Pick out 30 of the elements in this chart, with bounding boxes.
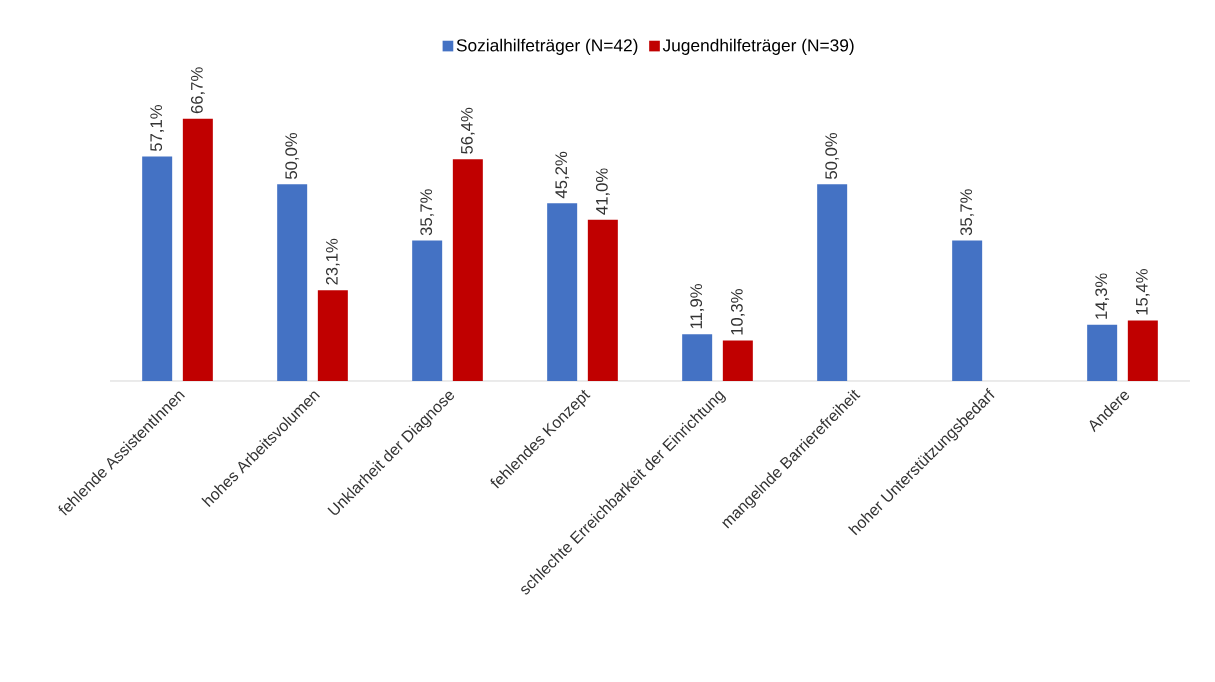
bar xyxy=(142,156,173,381)
legend-label: Sozialhilfeträger (N=42) xyxy=(456,38,638,55)
bar xyxy=(952,240,983,381)
bar xyxy=(682,334,713,381)
data-label: 50,0% xyxy=(285,133,300,179)
data-label: 10,3% xyxy=(730,289,745,335)
bar xyxy=(547,203,578,381)
bar xyxy=(722,340,753,381)
data-label: 45,2% xyxy=(555,151,570,199)
data-label: 11,9% xyxy=(690,284,705,329)
data-label: 57,1% xyxy=(150,105,165,152)
data-label: 41,0% xyxy=(595,168,610,215)
bar xyxy=(587,219,618,381)
bar xyxy=(817,184,848,381)
bar xyxy=(182,118,213,381)
data-label: 35,7% xyxy=(960,189,975,236)
bar xyxy=(412,240,443,381)
bar xyxy=(452,159,483,381)
legend-label: Jugendhilfeträger (N=39) xyxy=(662,38,854,55)
bar xyxy=(317,290,348,381)
data-label: 50,0% xyxy=(825,133,840,179)
bar xyxy=(1127,320,1158,381)
data-label: 23,1% xyxy=(325,238,340,285)
bar xyxy=(1087,324,1118,381)
data-label: 35,7% xyxy=(420,189,435,236)
data-label: 66,7% xyxy=(190,67,205,114)
data-label: 56,4% xyxy=(460,107,475,154)
data-label: 15,4% xyxy=(1135,269,1150,315)
data-label: 14,3% xyxy=(1095,273,1110,319)
bar xyxy=(277,184,308,381)
